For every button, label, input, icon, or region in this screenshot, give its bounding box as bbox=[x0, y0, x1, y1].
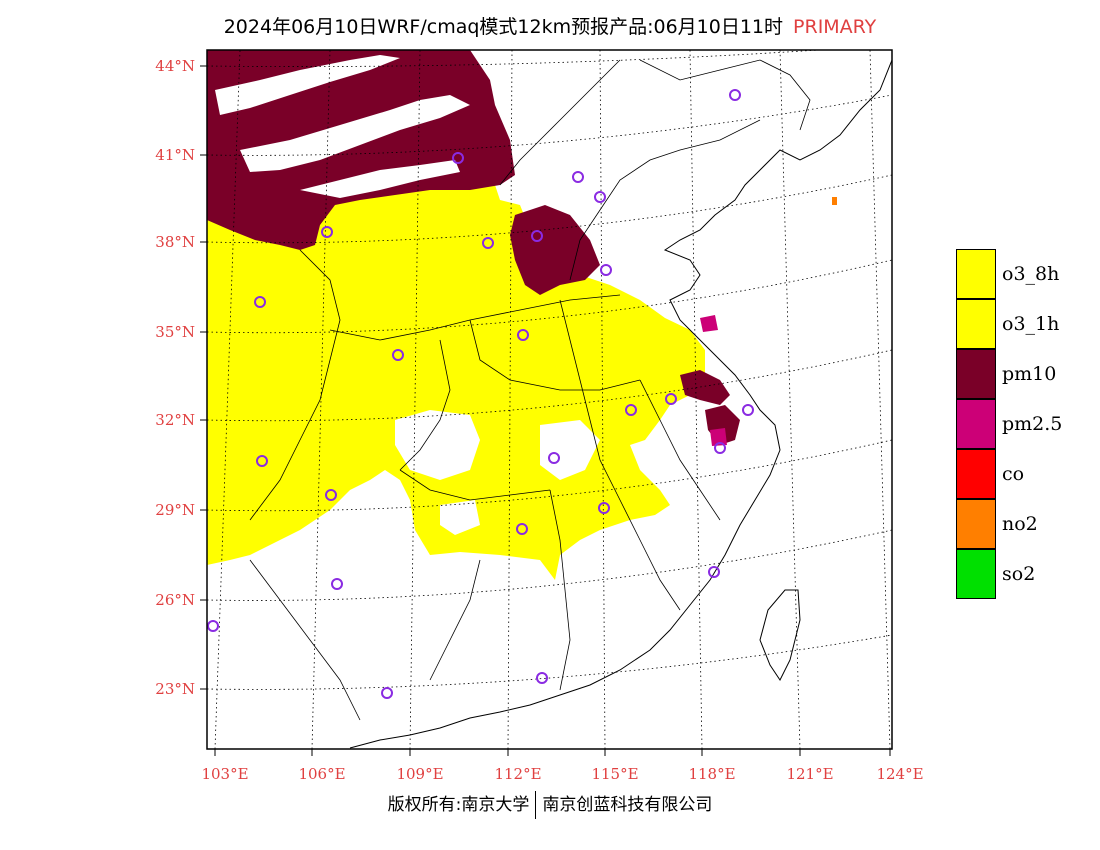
lat-label-32n: 32°N bbox=[155, 411, 195, 429]
station-marker bbox=[742, 404, 754, 416]
lon-ticks bbox=[214, 749, 891, 756]
legend-label: pm2.5 bbox=[1002, 413, 1063, 435]
station-marker bbox=[381, 687, 393, 699]
pm10-region-coast bbox=[680, 370, 730, 405]
legend-swatch bbox=[956, 349, 996, 399]
station-marker bbox=[482, 237, 494, 249]
legend-label: no2 bbox=[1002, 513, 1038, 535]
lat-label-29n: 29°N bbox=[155, 501, 195, 519]
pm25-spot-1 bbox=[700, 315, 718, 332]
station-marker bbox=[254, 296, 266, 308]
graticule bbox=[207, 50, 892, 749]
station-marker bbox=[600, 264, 612, 276]
title-text: 2024年06月10日WRF/cmaq模式12km预报产品:06月10日11时 bbox=[223, 16, 784, 38]
station-marker bbox=[531, 230, 543, 242]
copyright-company: 南京创蓝科技有限公司 bbox=[542, 795, 713, 815]
station-marker bbox=[256, 455, 268, 467]
legend-swatch bbox=[956, 249, 996, 299]
station-marker bbox=[392, 349, 404, 361]
station-marker bbox=[598, 502, 610, 514]
pm10-white-streak-2 bbox=[240, 95, 470, 172]
station-marker bbox=[708, 566, 720, 578]
lon-label-115e: 115°E bbox=[591, 765, 639, 783]
station-marker bbox=[517, 329, 529, 341]
lat-label-38n: 38°N bbox=[155, 233, 195, 251]
legend-swatch bbox=[956, 399, 996, 449]
station-marker bbox=[572, 171, 584, 183]
lat-label-23n: 23°N bbox=[155, 680, 195, 698]
station-marker bbox=[548, 452, 560, 464]
lon-label-121e: 121°E bbox=[786, 765, 834, 783]
map-frame bbox=[206, 49, 893, 750]
coastline bbox=[349, 59, 892, 749]
legend-swatch bbox=[956, 449, 996, 499]
o3-region-south-edge bbox=[395, 410, 480, 480]
map-title: 2024年06月10日WRF/cmaq模式12km预报产品:06月10日11时 P… bbox=[0, 12, 1100, 39]
station-marker bbox=[207, 620, 219, 632]
province-borders bbox=[249, 59, 761, 721]
taiwan-outline bbox=[759, 589, 801, 681]
copyright-owner: 版权所有:南京大学 bbox=[387, 795, 530, 815]
map-content bbox=[207, 50, 892, 749]
pm10-white-streak-1 bbox=[215, 55, 400, 115]
station-marker bbox=[729, 89, 741, 101]
title-tag: PRIMARY bbox=[793, 16, 877, 38]
lon-label-118e: 118°E bbox=[688, 765, 736, 783]
lon-label-112e: 112°E bbox=[494, 765, 542, 783]
station-markers bbox=[207, 89, 754, 699]
o3-hole-2 bbox=[440, 500, 480, 535]
legend-label: pm10 bbox=[1002, 363, 1057, 385]
station-marker bbox=[714, 442, 726, 454]
station-marker bbox=[665, 393, 677, 405]
pm10-white-streak-3 bbox=[300, 160, 460, 198]
lat-ticks bbox=[200, 65, 207, 690]
station-marker bbox=[331, 578, 343, 590]
legend-swatch bbox=[956, 299, 996, 349]
lat-label-41n: 41°N bbox=[155, 146, 195, 164]
lon-label-109e: 109°E bbox=[396, 765, 444, 783]
pm10-region-hebei bbox=[510, 205, 600, 295]
station-marker bbox=[452, 152, 464, 164]
no2-spot bbox=[832, 197, 837, 205]
station-marker bbox=[516, 523, 528, 535]
border-northeast bbox=[639, 59, 811, 131]
station-marker bbox=[325, 489, 337, 501]
legend-swatch bbox=[956, 549, 996, 599]
legend-label: co bbox=[1002, 463, 1025, 485]
station-marker bbox=[625, 404, 637, 416]
lon-label-106e: 106°E bbox=[298, 765, 346, 783]
station-marker bbox=[536, 672, 548, 684]
pm25-spot-2 bbox=[710, 428, 727, 446]
legend-swatch bbox=[956, 499, 996, 549]
copyright-footer: 版权所有:南京大学 南京创蓝科技有限公司 bbox=[0, 790, 1100, 819]
lat-label-44n: 44°N bbox=[155, 57, 195, 75]
legend-label: so2 bbox=[1002, 563, 1036, 585]
legend-label: o3_8h bbox=[1002, 263, 1060, 285]
copyright-separator bbox=[535, 791, 537, 819]
station-marker bbox=[321, 226, 333, 238]
lat-label-35n: 35°N bbox=[155, 323, 195, 341]
station-marker bbox=[594, 191, 606, 203]
o3-hole bbox=[540, 420, 600, 480]
legend-label: o3_1h bbox=[1002, 313, 1060, 335]
lat-label-26n: 26°N bbox=[155, 591, 195, 609]
lon-label-103e: 103°E bbox=[201, 765, 249, 783]
lon-label-124e: 124°E bbox=[876, 765, 924, 783]
